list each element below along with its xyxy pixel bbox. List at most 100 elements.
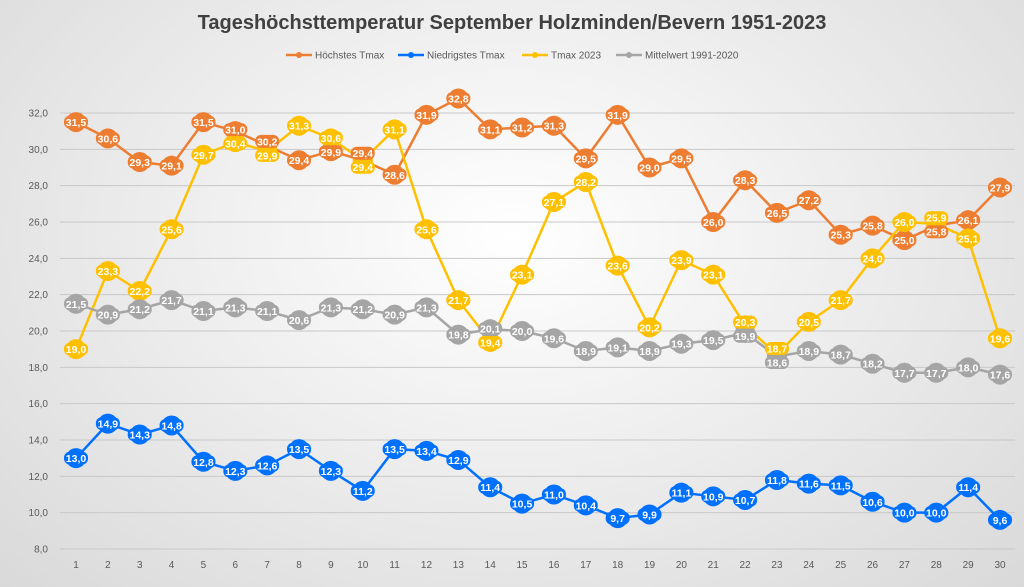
data-label: 28,6 — [384, 170, 405, 182]
data-label: 24,0 — [862, 253, 883, 265]
data-label: 23,3 — [98, 266, 119, 278]
x-tick-label: 28 — [931, 560, 943, 571]
data-label: 13,5 — [289, 444, 310, 456]
chart-title: Tageshöchsttemperatur September Holzmind… — [198, 12, 827, 34]
data-label-background — [956, 360, 981, 374]
x-tick-label: 21 — [708, 560, 720, 571]
data-label-background — [191, 148, 216, 162]
data-label: 18,9 — [639, 346, 660, 358]
data-label-group: 11,2 — [350, 484, 375, 498]
data-label-group: 12,8 — [191, 455, 216, 469]
x-tick-label: 27 — [899, 560, 911, 571]
data-label-background — [191, 304, 216, 318]
data-label-background — [127, 302, 152, 316]
data-label-background — [733, 173, 758, 187]
x-tick-label: 19 — [644, 560, 656, 571]
data-label: 27,2 — [799, 195, 820, 207]
data-label-group: 30,6 — [95, 131, 120, 145]
data-label-background — [988, 180, 1012, 194]
y-tick-label: 8,0 — [34, 545, 48, 556]
data-label: 21,7 — [161, 295, 182, 307]
data-label-group: 22,2 — [127, 284, 152, 298]
data-label-background — [956, 213, 981, 227]
data-label: 18,9 — [799, 346, 820, 358]
data-label-background — [701, 333, 726, 347]
data-label: 14,9 — [98, 419, 119, 431]
data-label: 19,5 — [703, 335, 724, 347]
data-label-group: 29,5 — [573, 151, 598, 165]
x-tick-label: 9 — [328, 560, 334, 571]
data-label: 21,7 — [448, 295, 469, 307]
data-label: 18,6 — [767, 358, 788, 370]
data-label-group: 25,8 — [860, 219, 885, 233]
data-label-group: 21,7 — [159, 293, 184, 307]
data-label-layer: 31,5 21,5 19,0 13,0 30,6 23,3 20,9 14,9 29,3 22,2… — [64, 91, 1012, 527]
data-label-background — [924, 225, 949, 239]
x-tick-label: 6 — [233, 560, 239, 571]
y-tick-label: 24,0 — [29, 254, 49, 265]
data-label-background — [287, 442, 312, 456]
data-label: 20,9 — [384, 310, 405, 322]
x-tick-label: 20 — [676, 560, 688, 571]
data-label-group: 10,0 — [924, 506, 949, 520]
data-label-group: 26,0 — [701, 215, 726, 229]
data-label-background — [541, 195, 566, 209]
data-label: 25,0 — [894, 235, 915, 247]
data-label-background — [892, 506, 917, 520]
data-label-group: 29,7 — [191, 148, 216, 162]
data-label-background — [860, 251, 885, 265]
data-label-group: 29,4 — [350, 146, 375, 160]
data-label: 12,3 — [321, 466, 342, 478]
data-label: 13,5 — [384, 444, 405, 456]
data-label-background — [223, 464, 248, 478]
data-label-background — [191, 455, 216, 469]
data-label-background — [159, 293, 184, 307]
data-label-background — [287, 313, 312, 327]
data-label: 29,1 — [161, 161, 182, 173]
data-label: 9,9 — [642, 509, 657, 521]
x-axis: 1 2 3 4 5 6 7 8 9 10 11 12 13 14 15 16 17 18 19 20 21 22 23 24 2… — [73, 560, 1006, 571]
data-label-background — [64, 451, 88, 465]
data-label-background — [159, 222, 184, 236]
data-label-group: 23,3 — [95, 264, 120, 278]
data-label-group: 25,6 — [414, 222, 439, 236]
data-label-background — [573, 175, 598, 189]
data-label-background — [796, 344, 821, 358]
series-line — [74, 124, 1002, 357]
data-label-background — [478, 322, 503, 336]
data-label: 27,1 — [544, 197, 565, 209]
data-label-background — [637, 507, 662, 521]
data-label: 11,4 — [480, 482, 500, 494]
data-label: 11,0 — [544, 490, 564, 502]
data-label-group: 20,3 — [733, 315, 758, 329]
legend-label: Niedrigstes Tmax — [427, 51, 505, 62]
data-label-background — [255, 304, 280, 318]
data-label-background — [541, 488, 566, 501]
data-label-background — [318, 464, 343, 478]
data-label-group: 10,9 — [701, 489, 726, 503]
data-label: 11,8 — [767, 475, 787, 487]
data-label-group: 19,6 — [541, 331, 566, 345]
data-label: 29,9 — [257, 150, 278, 162]
data-label: 20,5 — [799, 317, 820, 329]
x-tick-label: 8 — [296, 560, 302, 571]
data-label-group: 20,5 — [796, 315, 821, 329]
data-label: 31,5 — [66, 117, 87, 129]
data-label-background — [350, 160, 375, 174]
data-label-group: 29,0 — [637, 161, 662, 175]
data-label: 12,8 — [193, 457, 214, 469]
data-label-group: 30,4 — [223, 137, 248, 151]
data-label-background — [988, 513, 1012, 527]
data-label-group: 18,9 — [796, 344, 821, 358]
data-label-background — [573, 498, 598, 512]
data-label-background — [127, 155, 152, 169]
x-tick-label: 30 — [994, 560, 1006, 571]
data-label-background — [223, 123, 248, 137]
legend-marker — [626, 52, 632, 58]
data-label-background — [510, 268, 535, 282]
data-label-group: 18,7 — [764, 342, 789, 356]
data-label-background — [446, 328, 471, 342]
data-label-group: 31,3 — [541, 119, 566, 133]
x-tick-label: 10 — [357, 560, 369, 571]
data-label: 30,6 — [98, 133, 119, 145]
